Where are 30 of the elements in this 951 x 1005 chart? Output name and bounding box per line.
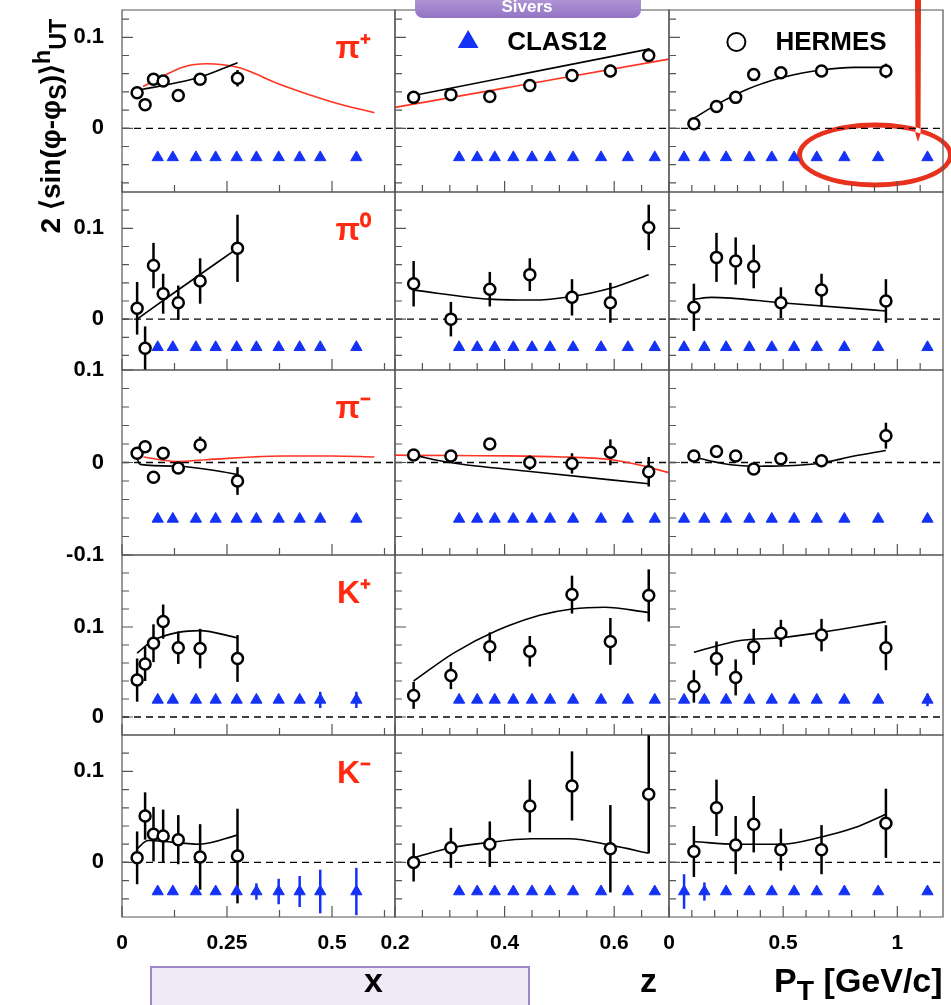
y-tick-label: 0.1 [73,214,104,240]
x-axis-title: z [640,961,657,1000]
text: K⁺ [336,574,371,610]
text: π⁰ [335,211,372,247]
y-tick-label: 0.1 [73,23,104,49]
x-tick-label: 0.5 [317,930,347,954]
x-axis-title: P$_{T}$ [GeV/c] [774,961,943,1005]
y-tick-label: 0 [91,848,104,874]
x-tick-label: 0 [116,930,128,954]
y-tick-label: 0.1 [73,356,104,382]
y-tick-label: 0 [91,448,104,474]
x-axis-title: x [364,961,383,1000]
text: π⁻ [335,389,371,425]
y-tick-label: 0 [91,703,104,729]
x-tick-label: 0.4 [490,930,520,954]
legend-label: CLAS12 [507,26,607,57]
text: π⁺ [335,29,371,65]
legend-label: HERMES [774,26,887,57]
y-tick-label: 0.1 [73,613,104,639]
y-tick-label: 0.1 [73,757,104,783]
y-tick-label: -0.1 [66,541,104,567]
text: K⁻ [336,754,371,790]
x-tick-label: 0.25 [206,930,248,954]
y-tick-label: 0 [91,114,104,140]
x-tick-label: 1 [891,930,904,954]
x-tick-label: 0.5 [768,930,798,954]
x-tick-label: 0.2 [380,930,410,954]
x-tick-label: 0.6 [599,930,629,954]
x-tick-label: 0 [662,930,675,954]
y-tick-label: 0 [91,305,104,331]
